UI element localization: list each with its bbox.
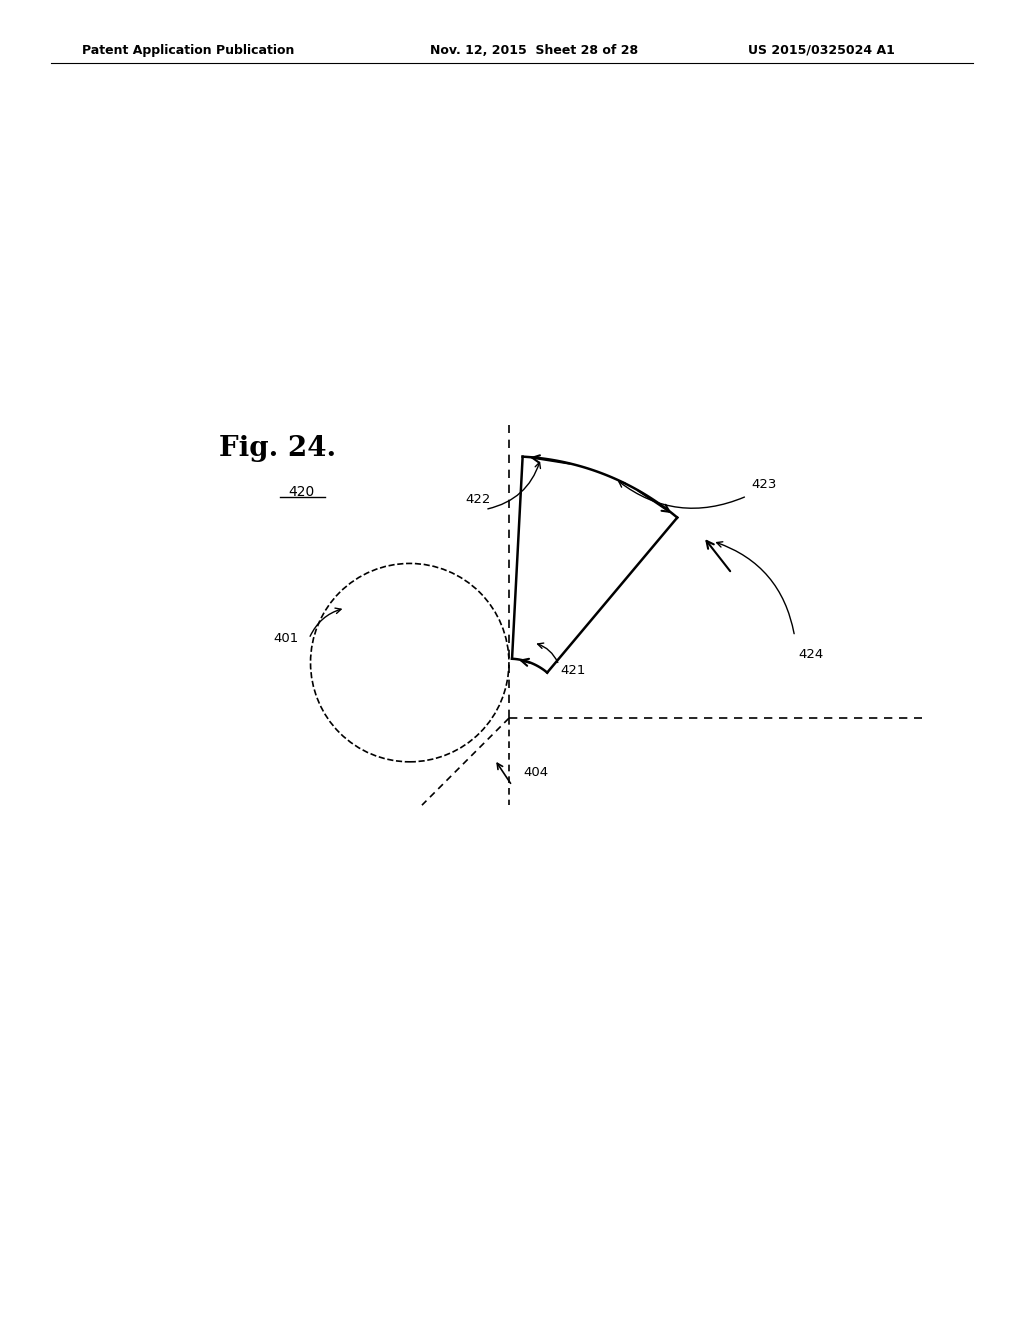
Text: US 2015/0325024 A1: US 2015/0325024 A1 [748,44,894,57]
Text: 404: 404 [523,766,548,779]
Text: 421: 421 [560,664,586,677]
Text: 420: 420 [288,484,314,499]
Text: Nov. 12, 2015  Sheet 28 of 28: Nov. 12, 2015 Sheet 28 of 28 [430,44,638,57]
Text: Patent Application Publication: Patent Application Publication [82,44,294,57]
Text: 423: 423 [751,478,776,491]
Text: Fig. 24.: Fig. 24. [219,434,337,462]
Text: 401: 401 [273,632,299,645]
Text: 424: 424 [799,648,824,661]
Text: 422: 422 [465,494,490,507]
